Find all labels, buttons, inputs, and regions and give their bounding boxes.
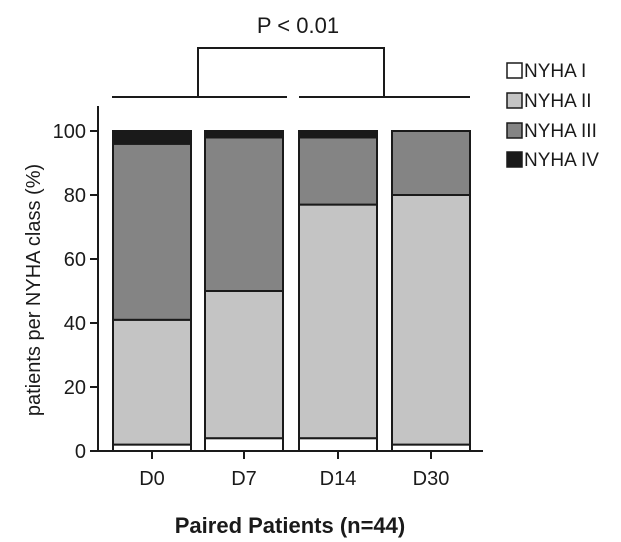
legend-swatch: [506, 122, 523, 139]
bar-segment: [112, 130, 192, 145]
bar-stack: [112, 130, 192, 453]
bar-segment: [204, 290, 284, 440]
bar-segment: [298, 136, 378, 206]
bar-segment: [391, 194, 471, 446]
legend-item: NYHA II: [506, 91, 592, 112]
legend-swatch: [506, 62, 523, 79]
y-tick-label: 100: [53, 121, 86, 143]
significance-bracket: [112, 47, 470, 98]
bar-segment: [298, 130, 378, 139]
legend-item: NYHA IV: [506, 150, 599, 171]
x-axis-title: Paired Patients (n=44): [175, 513, 405, 538]
bar-segment: [204, 130, 284, 139]
legend-label: NYHA IV: [524, 150, 599, 171]
bar-stack: [391, 130, 471, 453]
x-tick-label: D0: [139, 468, 165, 490]
y-tick-label: 0: [75, 441, 86, 463]
bar-segment: [204, 437, 284, 453]
x-tick-label: D14: [320, 468, 357, 490]
bar-segment: [298, 203, 378, 440]
y-tick-label: 80: [64, 185, 86, 207]
bracket-line: [197, 47, 385, 97]
legend-swatch: [506, 151, 523, 168]
legend: NYHA I NYHA II NYHA III NYHA IV: [506, 61, 599, 171]
bar-stack: [298, 130, 378, 453]
y-tick-label: 40: [64, 313, 86, 335]
y-tick-label: 60: [64, 249, 86, 271]
legend-item: NYHA I: [506, 61, 586, 82]
x-tick-label: D30: [413, 468, 450, 490]
y-axis-title: patients per NYHA class (%): [23, 164, 45, 416]
axes: 0 20 40 60 80 100 D0 D7 D14 D30: [53, 106, 483, 490]
bar-segment: [298, 437, 378, 453]
p-value-label: P < 0.01: [257, 13, 339, 38]
legend-item: NYHA III: [506, 121, 597, 142]
legend-label: NYHA III: [524, 121, 597, 142]
bar-stack: [204, 130, 284, 453]
legend-label: NYHA II: [524, 91, 592, 112]
x-tick-label: D7: [231, 468, 257, 490]
bars: [112, 130, 471, 453]
y-tick-label: 20: [64, 377, 86, 399]
bar-segment: [204, 136, 284, 292]
bar-segment: [112, 142, 192, 321]
legend-swatch: [506, 92, 523, 109]
legend-label: NYHA I: [524, 61, 586, 82]
bar-segment: [112, 318, 192, 446]
bar-segment: [391, 130, 471, 196]
